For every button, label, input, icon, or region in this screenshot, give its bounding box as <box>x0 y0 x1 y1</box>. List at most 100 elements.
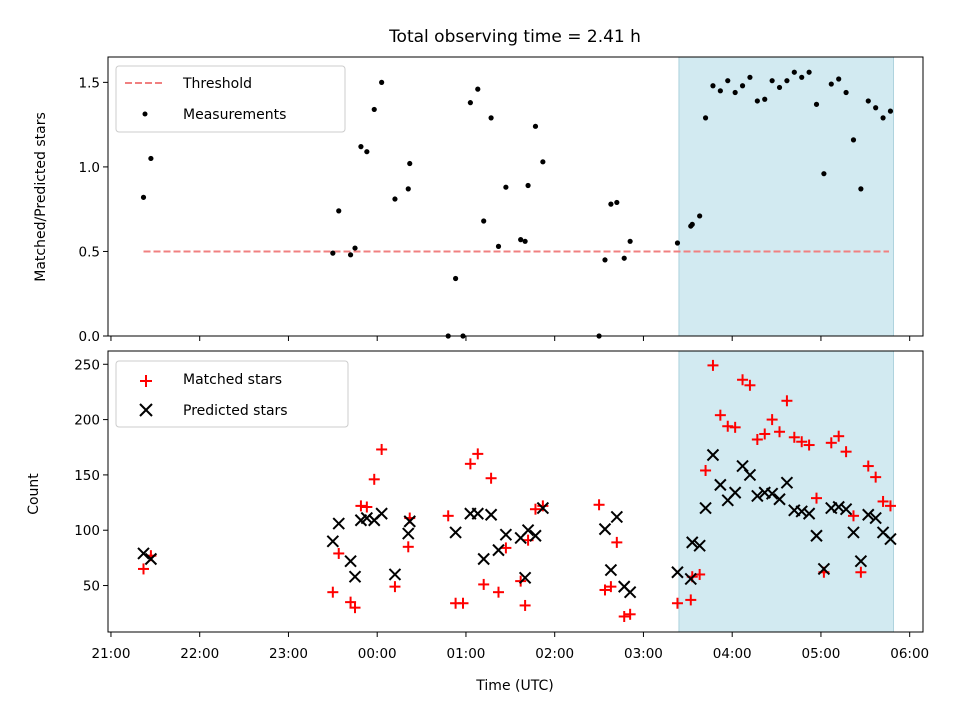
matched-star-point <box>825 437 837 449</box>
measurement-point <box>710 83 716 89</box>
count-series <box>137 359 897 623</box>
predicted-star-point <box>684 572 697 586</box>
matched-star-point <box>700 464 712 476</box>
x-tick-label: 22:00 <box>180 646 219 662</box>
predicted-star-point <box>536 501 550 515</box>
y-tick-label: 0.0 <box>79 329 100 345</box>
measurement-point <box>821 171 827 177</box>
x-tick-label: 04:00 <box>713 646 752 662</box>
predicted-star-point <box>484 508 498 521</box>
observing-window-highlight <box>678 350 894 633</box>
matched-star-point <box>492 586 504 598</box>
predicted-star-point <box>388 568 402 581</box>
predicted-star-point <box>795 505 808 518</box>
measurement-point <box>828 81 834 87</box>
matched-star-point <box>714 409 726 421</box>
matched-star-point <box>722 420 734 432</box>
predicted-star-point <box>817 562 831 576</box>
measurement-point <box>371 106 377 113</box>
x-tick-label: 01:00 <box>446 646 485 662</box>
measurement-point <box>407 160 413 167</box>
measurement-point <box>614 199 620 206</box>
x-tick-label: 02:00 <box>535 646 574 662</box>
y-tick-label: 1.0 <box>79 160 100 176</box>
matched-star-point <box>707 359 719 371</box>
x-tick-label: 21:00 <box>92 646 131 662</box>
measurement-point <box>336 208 342 214</box>
legend-matched-label: Matched stars <box>183 372 282 388</box>
count-legend-box <box>115 360 349 428</box>
ratio-legend-box <box>115 65 346 133</box>
y-tick-label: 200 <box>74 413 100 429</box>
measurement-point <box>843 89 849 96</box>
measurement-point <box>887 108 894 114</box>
measurement-point <box>608 201 614 207</box>
matched-star-point <box>840 446 852 458</box>
measurement-point <box>806 69 812 75</box>
matched-star-point <box>137 563 149 575</box>
count-y-axis: 50 100 150 200 250 <box>74 357 108 595</box>
measurement-point <box>140 194 147 200</box>
measurement-point <box>858 186 864 192</box>
measurement-point <box>330 250 336 256</box>
measurement-point <box>352 245 358 251</box>
matched-star-point <box>464 458 476 470</box>
predicted-star-point <box>449 526 462 539</box>
matched-star-point <box>389 581 401 593</box>
predicted-star-point <box>751 489 764 503</box>
measurement-point <box>784 78 790 84</box>
predicted-star-point <box>610 510 624 524</box>
measurement-point <box>813 101 820 107</box>
legend-threshold-label: Threshold <box>182 76 252 92</box>
legend-predicted-swatch <box>139 403 153 417</box>
matched-star-point <box>803 439 815 451</box>
matched-star-point <box>781 395 793 407</box>
measurement-point <box>799 74 805 80</box>
matched-star-point <box>402 541 414 553</box>
measurement-point <box>791 69 797 75</box>
matched-star-point <box>774 426 786 438</box>
ratio-panel-frame <box>107 56 924 337</box>
matched-star-point <box>751 434 763 446</box>
measurement-point <box>697 213 703 219</box>
predicted-star-point <box>348 570 362 583</box>
matched-star-point <box>737 374 749 386</box>
matched-star-point <box>796 436 808 448</box>
matched-star-point <box>833 430 845 442</box>
measurement-point <box>518 237 524 243</box>
y-tick-label: 150 <box>74 468 100 484</box>
predicted-star-point <box>598 522 612 536</box>
measurement-point <box>481 218 487 224</box>
figure-title: Total observing time = 2.41 h <box>388 27 641 47</box>
predicted-star-point <box>839 502 853 516</box>
matched-star-point <box>333 547 345 559</box>
matched-star-point <box>624 608 636 620</box>
predicted-star-point <box>623 585 637 599</box>
matched-star-point <box>500 542 512 554</box>
measurement-point <box>364 149 370 155</box>
predicted-star-point <box>492 543 505 557</box>
predicted-star-point <box>671 566 684 579</box>
measurement-point <box>717 88 723 94</box>
measurement-point <box>621 255 627 261</box>
measurement-point <box>747 74 753 80</box>
predicted-star-point <box>699 501 712 515</box>
matched-star-point <box>376 443 388 455</box>
count-y-axis-label: Count <box>26 473 42 515</box>
matched-star-point <box>537 500 549 512</box>
predicted-star-point <box>832 500 845 514</box>
x-tick-label: 23:00 <box>269 646 308 662</box>
predicted-star-point <box>360 511 374 525</box>
predicted-star-point <box>403 515 416 528</box>
matched-star-point <box>368 473 380 485</box>
count-x-axis: 21:00 22:00 23:00 00:00 01:00 02:00 03:00 04:00… <box>92 632 929 662</box>
matched-star-point <box>361 501 373 513</box>
predicted-star-point <box>326 535 340 548</box>
measurement-point <box>503 184 509 190</box>
predicted-star-point <box>847 526 860 539</box>
measurement-point <box>769 78 775 84</box>
matched-star-point <box>355 500 367 512</box>
ratio-y-axis-label: Matched/Predicted stars <box>33 112 49 282</box>
measurement-point <box>148 155 154 162</box>
